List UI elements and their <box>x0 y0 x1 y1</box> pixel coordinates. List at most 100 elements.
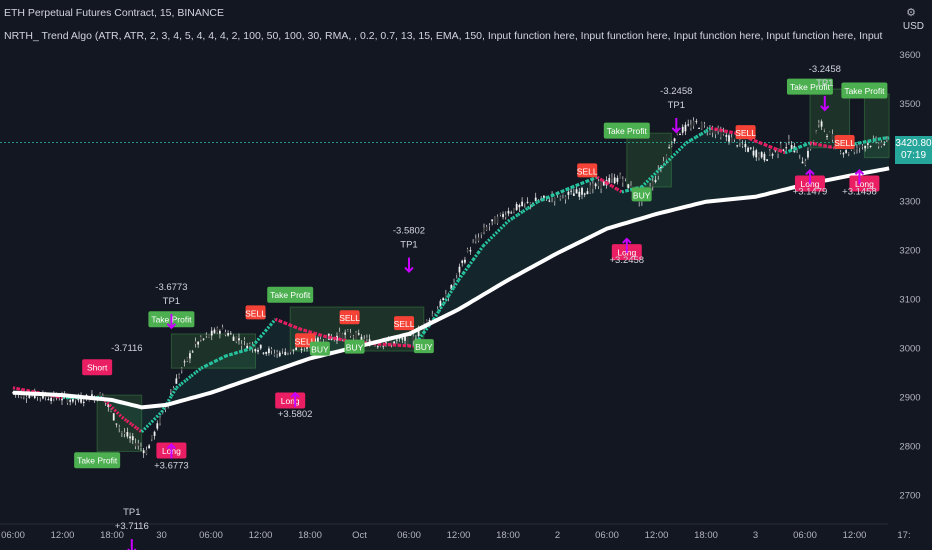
candle-body <box>336 335 338 341</box>
trend-line-segment <box>685 138 692 145</box>
candle-body <box>518 205 521 208</box>
bar-timer: 07:19 <box>900 149 927 161</box>
candle-body <box>150 435 153 440</box>
candle-body <box>82 401 85 403</box>
trend-line-segment <box>814 142 821 147</box>
trend-line-segment <box>561 187 569 193</box>
candle-body <box>513 208 515 213</box>
trend-line-segment <box>220 354 227 360</box>
candle-body <box>118 427 121 429</box>
trend-line-segment <box>507 216 514 223</box>
candle-body <box>80 396 82 403</box>
trend-line-segment <box>725 129 732 134</box>
trend-line-segment <box>235 350 242 355</box>
candle-body <box>434 313 436 315</box>
candle-body <box>153 431 156 436</box>
trend-line-segment <box>601 178 608 185</box>
sell-signal-label: SELL <box>394 319 415 329</box>
buy-signal-box <box>631 187 652 202</box>
candle-body <box>366 337 368 339</box>
buy-signal-label: BUY <box>311 345 329 355</box>
candle-body <box>774 150 777 152</box>
x-tick-label: 06:00 <box>1 530 25 541</box>
trend-line-segment <box>12 386 19 391</box>
candle-body <box>319 339 322 342</box>
price-axis <box>888 0 932 550</box>
candle-body <box>213 329 216 334</box>
candle-body <box>711 129 714 133</box>
trend-line-segment <box>115 411 124 419</box>
candle-body <box>504 215 507 218</box>
candle-body <box>483 227 485 233</box>
candle-body <box>58 400 61 402</box>
candle-body <box>50 397 53 402</box>
candle-body <box>393 341 396 344</box>
trend-line-segment <box>225 352 232 358</box>
candle-body <box>12 392 14 394</box>
candle-body <box>602 181 605 186</box>
trend-line-segment <box>670 151 678 159</box>
candle-body <box>88 400 91 402</box>
trend-line-segment <box>611 184 618 191</box>
candle-body <box>621 179 624 183</box>
candle-body <box>665 155 668 160</box>
trend-line-segment <box>517 210 524 217</box>
trend-line-segment <box>130 423 138 430</box>
target-value-label: +3.6773 <box>154 461 189 472</box>
candle-body <box>491 219 494 222</box>
candle-body <box>254 349 257 352</box>
candle-body <box>553 197 556 202</box>
trend-line-segment <box>759 141 766 147</box>
target-value-label: -3.5802 <box>393 226 425 237</box>
candle-body <box>578 191 581 197</box>
candle-body <box>259 344 262 349</box>
candle-body <box>469 250 472 252</box>
candle-body <box>858 144 861 148</box>
trend-line-segment <box>859 140 865 145</box>
trend-line-segment <box>210 359 217 365</box>
candle-body <box>458 266 461 273</box>
tp-marker-arrow <box>622 237 632 244</box>
trend-line-segment <box>864 139 870 144</box>
candle-body <box>464 259 466 263</box>
trend-line-segment <box>120 415 128 423</box>
candle-body <box>651 181 654 187</box>
candle-body <box>763 153 766 161</box>
y-tick-label: 3000 <box>899 344 920 355</box>
candle-body <box>390 340 393 345</box>
candle-body <box>692 120 695 127</box>
candle-body <box>583 193 586 195</box>
trend-line-segment <box>170 386 178 397</box>
candle-body <box>74 399 77 401</box>
indicator-title: NRTH_ Trend Algo (ATR, ATR, 2, 3, 4, 5, … <box>4 30 884 42</box>
candle-body <box>562 192 564 195</box>
candle-body <box>126 432 129 437</box>
trend-line-segment <box>591 175 598 181</box>
x-tick-label: 3 <box>753 530 758 541</box>
entry-label: Long <box>855 179 874 189</box>
trend-line-segment <box>596 175 603 182</box>
candle-body <box>619 174 622 179</box>
candle-body <box>134 443 137 447</box>
settings-icon[interactable]: ⚙ <box>906 7 916 19</box>
trend-line-segment <box>269 318 277 327</box>
candle-body <box>812 140 815 143</box>
trend-line-segment <box>700 129 707 136</box>
candle-body <box>404 336 406 341</box>
target-value-label: +3.7116 <box>115 521 149 532</box>
trend-line-segment <box>442 294 450 305</box>
trend-line-segment <box>22 388 29 393</box>
candle-body <box>284 351 287 356</box>
candle-body <box>317 337 319 344</box>
trend-line-segment <box>640 180 648 189</box>
candle-body <box>613 177 616 184</box>
trend-line-segment <box>432 310 441 321</box>
candle-body <box>363 339 366 342</box>
trend-line-segment <box>125 419 133 426</box>
candle-body <box>450 284 453 290</box>
trend-line-segment <box>680 141 688 149</box>
target-value-label: -3.6773 <box>155 282 187 293</box>
y-tick-label: 2800 <box>899 442 920 453</box>
candle-body <box>575 189 578 194</box>
